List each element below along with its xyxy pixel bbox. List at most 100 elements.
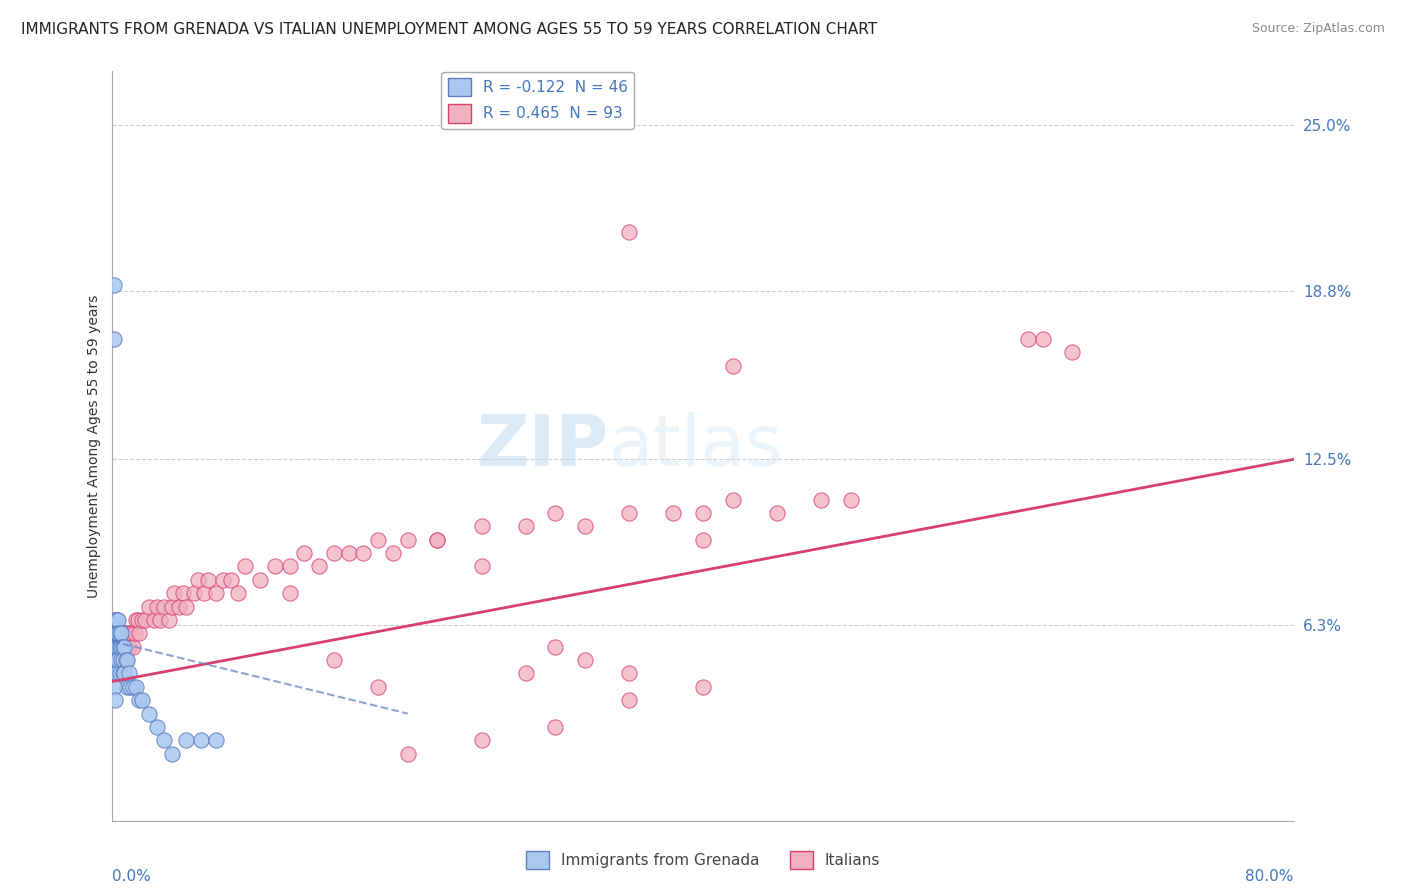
Point [104, 613, 127, 627]
Point [249, 573, 271, 587]
Point [308, 559, 330, 574]
Point [114, 653, 136, 667]
Point [1062, 345, 1084, 359]
Point [1017, 332, 1039, 346]
Point [121, 626, 143, 640]
Point [103, 332, 125, 346]
Point [323, 653, 346, 667]
Text: 0.0%: 0.0% [112, 869, 152, 884]
Point [110, 653, 132, 667]
Point [574, 519, 596, 533]
Point [205, 733, 228, 747]
Point [105, 613, 128, 627]
Point [114, 640, 136, 654]
Point [108, 626, 131, 640]
Point [105, 653, 128, 667]
Point [197, 573, 219, 587]
Point [111, 653, 134, 667]
Point [122, 640, 145, 654]
Point [105, 640, 128, 654]
Point [128, 693, 150, 707]
Text: ZIP: ZIP [477, 411, 609, 481]
Point [112, 626, 135, 640]
Point [619, 225, 641, 239]
Point [103, 640, 125, 654]
Point [157, 613, 180, 627]
Point [619, 666, 641, 681]
Point [138, 706, 160, 721]
Point [138, 599, 160, 614]
Point [104, 613, 127, 627]
Point [515, 519, 537, 533]
Point [118, 666, 141, 681]
Point [125, 680, 148, 694]
Point [544, 720, 567, 734]
Point [117, 680, 138, 694]
Point [108, 626, 131, 640]
Point [107, 626, 129, 640]
Point [103, 613, 125, 627]
Point [426, 533, 449, 547]
Point [104, 693, 127, 707]
Point [103, 278, 125, 293]
Point [111, 666, 134, 681]
Point [111, 626, 134, 640]
Point [721, 492, 744, 507]
Point [104, 640, 127, 654]
Point [205, 586, 228, 600]
Point [131, 613, 153, 627]
Point [160, 599, 183, 614]
Point [153, 599, 176, 614]
Point [367, 533, 389, 547]
Point [264, 559, 287, 574]
Point [292, 546, 315, 560]
Point [104, 626, 127, 640]
Point [662, 506, 685, 520]
Point [323, 546, 346, 560]
Legend: R = -0.122  N = 46, R = 0.465  N = 93: R = -0.122 N = 46, R = 0.465 N = 93 [441, 71, 634, 128]
Point [124, 626, 146, 640]
Point [544, 506, 567, 520]
Point [146, 599, 169, 614]
Point [219, 573, 242, 587]
Point [112, 666, 135, 681]
Point [107, 613, 129, 627]
Point [142, 613, 165, 627]
Point [111, 640, 134, 654]
Point [110, 626, 132, 640]
Point [183, 586, 205, 600]
Point [470, 519, 494, 533]
Point [278, 586, 301, 600]
Point [544, 640, 567, 654]
Point [352, 546, 374, 560]
Point [396, 747, 419, 761]
Point [125, 613, 148, 627]
Point [122, 680, 145, 694]
Point [131, 693, 153, 707]
Point [766, 506, 789, 520]
Point [619, 506, 641, 520]
Point [278, 559, 301, 574]
Point [104, 640, 127, 654]
Point [367, 680, 389, 694]
Point [382, 546, 405, 560]
Point [153, 733, 176, 747]
Point [134, 613, 156, 627]
Point [212, 573, 235, 587]
Point [105, 666, 128, 681]
Point [112, 640, 135, 654]
Point [111, 653, 134, 667]
Point [149, 613, 172, 627]
Point [692, 533, 714, 547]
Point [163, 586, 186, 600]
Point [574, 653, 596, 667]
Point [103, 626, 125, 640]
Point [105, 626, 128, 640]
Text: 80.0%: 80.0% [1246, 869, 1294, 884]
Point [619, 693, 641, 707]
Point [146, 720, 169, 734]
Point [117, 653, 138, 667]
Point [193, 586, 215, 600]
Text: IMMIGRANTS FROM GRENADA VS ITALIAN UNEMPLOYMENT AMONG AGES 55 TO 59 YEARS CORREL: IMMIGRANTS FROM GRENADA VS ITALIAN UNEMP… [21, 22, 877, 37]
Point [127, 613, 149, 627]
